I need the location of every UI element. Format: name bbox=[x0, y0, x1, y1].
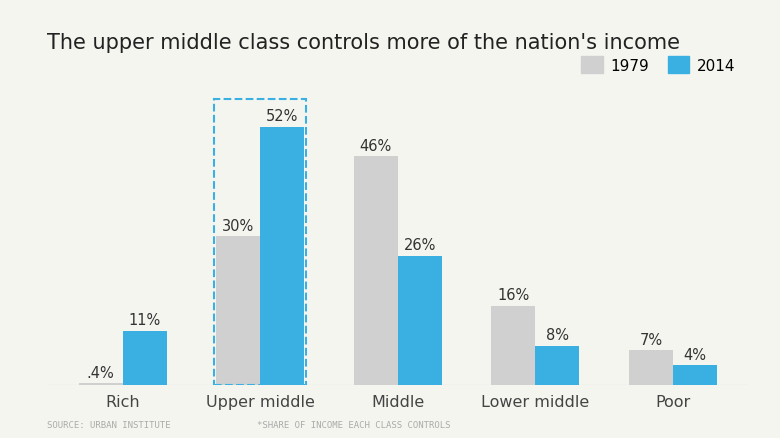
Bar bbox=[354, 157, 398, 385]
Text: 52%: 52% bbox=[266, 109, 299, 124]
Text: 7%: 7% bbox=[640, 332, 662, 347]
Bar bbox=[491, 306, 535, 385]
Text: *SHARE OF INCOME EACH CLASS CONTROLS: *SHARE OF INCOME EACH CLASS CONTROLS bbox=[257, 420, 451, 429]
Text: 8%: 8% bbox=[546, 327, 569, 342]
Bar bbox=[214, 100, 307, 385]
Bar bbox=[216, 237, 261, 385]
Text: 4%: 4% bbox=[683, 347, 707, 362]
Text: .4%: .4% bbox=[87, 365, 115, 380]
Bar bbox=[673, 366, 717, 385]
Bar bbox=[122, 331, 167, 385]
Text: 46%: 46% bbox=[360, 139, 392, 154]
Text: SOURCE: URBAN INSTITUTE: SOURCE: URBAN INSTITUTE bbox=[47, 420, 170, 429]
Text: 30%: 30% bbox=[222, 218, 254, 233]
Bar bbox=[398, 256, 441, 385]
Text: 11%: 11% bbox=[129, 312, 161, 327]
Bar bbox=[79, 383, 122, 385]
Bar bbox=[261, 127, 304, 385]
Legend: 1979, 2014: 1979, 2014 bbox=[576, 50, 741, 80]
Bar bbox=[629, 351, 673, 385]
Text: 26%: 26% bbox=[403, 238, 436, 253]
Bar bbox=[535, 346, 580, 385]
Text: The upper middle class controls more of the nation's income: The upper middle class controls more of … bbox=[47, 32, 680, 53]
Text: 16%: 16% bbox=[497, 288, 530, 303]
